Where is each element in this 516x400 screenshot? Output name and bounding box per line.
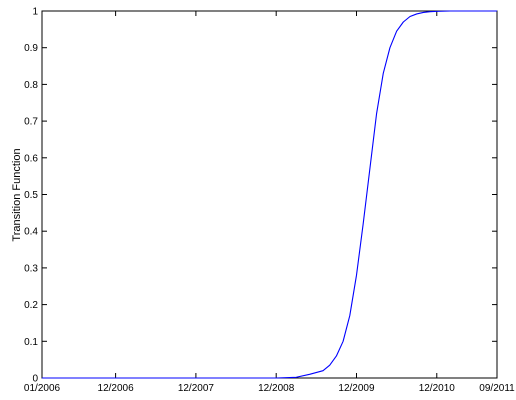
y-tick-label: 0.4 <box>24 227 38 238</box>
y-tick-label: 0.6 <box>24 153 38 164</box>
transition-function-line <box>42 10 497 379</box>
y-tick-label: 1 <box>32 7 38 18</box>
y-tick-label: 0.9 <box>24 43 38 54</box>
x-tick-label: 12/2009 <box>338 383 375 394</box>
y-axis-label: Transition Function <box>11 148 23 241</box>
y-tick-label: 0.2 <box>24 300 38 311</box>
x-tick-label: 12/2008 <box>258 383 295 394</box>
x-tick-label: 09/2011 <box>479 383 515 394</box>
x-tick-label: 12/2010 <box>419 383 456 394</box>
y-tick-label: 0.3 <box>24 263 38 274</box>
y-tick-label: 0 <box>32 374 38 385</box>
y-tick-label: 0.1 <box>24 337 38 348</box>
y-tick-label: 0.5 <box>24 190 38 201</box>
x-tick-label: 01/2006 <box>24 383 61 394</box>
y-tick-label: 0.8 <box>24 80 38 91</box>
x-tick-label: 12/2006 <box>98 383 135 394</box>
x-tick-label: 12/2007 <box>178 383 215 394</box>
y-tick-label: 0.7 <box>24 117 38 128</box>
plot-frame <box>41 10 498 379</box>
